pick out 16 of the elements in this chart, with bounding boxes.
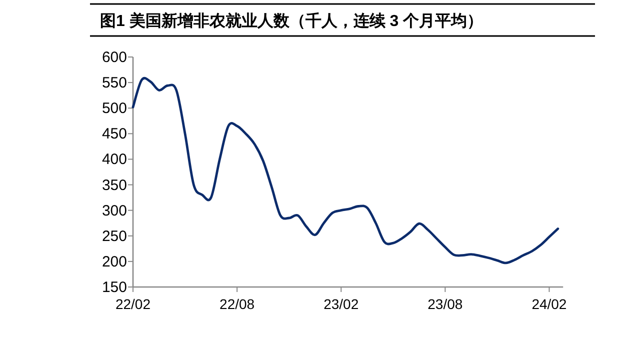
x-tick-label: 22/02 bbox=[115, 296, 151, 312]
y-tick-label: 600 bbox=[102, 49, 127, 66]
y-tick-label: 550 bbox=[102, 74, 127, 92]
x-tick-label: 24/02 bbox=[532, 296, 567, 312]
y-tick-label: 150 bbox=[102, 279, 127, 296]
y-tick-label: 400 bbox=[102, 151, 127, 168]
y-tick-label: 250 bbox=[102, 228, 127, 245]
x-tick-label: 22/08 bbox=[220, 296, 255, 312]
y-tick-label: 350 bbox=[102, 176, 127, 194]
y-tick-label: 200 bbox=[102, 253, 127, 270]
y-tick-label: 450 bbox=[102, 126, 127, 143]
y-tick-label: 500 bbox=[102, 100, 127, 118]
x-tick-label: 23/08 bbox=[428, 296, 463, 312]
y-tick-label: 300 bbox=[102, 202, 127, 220]
chart-title: 图1 美国新增非农就业人数（千人，连续 3 个月平均） bbox=[100, 11, 484, 30]
x-tick-label: 23/02 bbox=[324, 296, 359, 312]
